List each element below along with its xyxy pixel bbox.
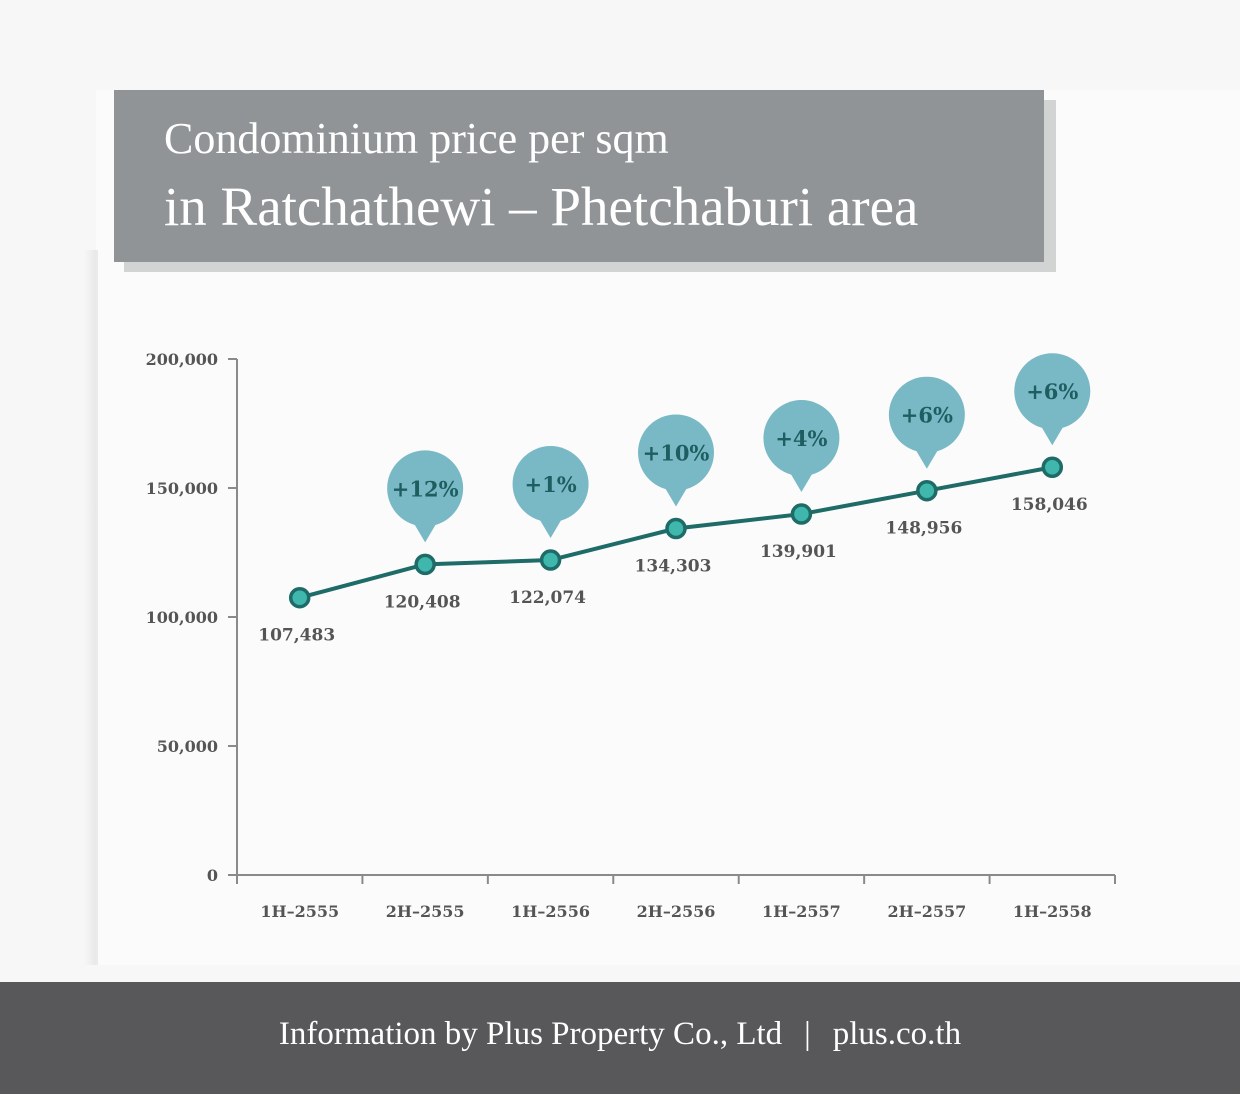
x-tick-label: 2H–2556 <box>637 902 716 921</box>
data-point-marker <box>288 586 311 609</box>
x-tick-label: 2H–2555 <box>386 902 465 921</box>
value-label: 107,483 <box>258 626 335 646</box>
growth-bubble-body <box>387 450 464 527</box>
growth-bubble: +4% <box>763 400 840 493</box>
growth-bubble-body <box>512 446 589 523</box>
footer-website-link[interactable]: plus.co.th <box>832 1016 962 1052</box>
growth-label: +10% <box>643 440 710 465</box>
growth-bubble-pointer <box>537 516 564 539</box>
x-tick-label: 1H–2558 <box>1013 902 1092 921</box>
footer-separator: | <box>804 1016 811 1052</box>
growth-label: +6% <box>901 403 953 428</box>
value-label: 120,408 <box>384 592 461 612</box>
growth-bubble-pointer <box>412 520 439 543</box>
data-point-marker <box>1041 456 1064 478</box>
growth-bubble-body <box>638 414 714 491</box>
x-tick-label: 2H–2557 <box>887 902 966 921</box>
chart-title-line-1: Condominium price per sqm <box>164 114 669 163</box>
growth-bubbles: +12% +1% +10% +4% +6% +6% <box>387 353 1091 543</box>
growth-bubble: +6% <box>888 376 965 469</box>
chart-title-line-2: in Ratchathewi – Phetchaburi area <box>164 176 919 237</box>
card-shadow <box>84 250 98 965</box>
growth-label: +1% <box>524 472 576 497</box>
x-tick-label: 1H–2555 <box>260 902 339 921</box>
growth-bubble-body <box>1014 353 1091 430</box>
chart-axes: 0 50,000 100,000 150,000 200,000 1H–2555 2H–25… <box>146 350 1116 921</box>
footer-bar <box>0 982 1240 1094</box>
data-point-marker <box>916 479 938 502</box>
growth-bubble: +6% <box>1014 353 1091 446</box>
growth-label: +6% <box>1026 379 1078 404</box>
growth-bubble-body <box>888 376 965 453</box>
data-point-marker <box>539 549 562 571</box>
value-label: 139,901 <box>760 542 837 562</box>
data-point-marker <box>790 503 813 525</box>
growth-bubble-pointer <box>788 470 815 493</box>
x-tick-label: 1H–2556 <box>511 902 590 921</box>
y-tick-label: 0 <box>207 866 218 885</box>
value-labels: 107,483 120,408 122,074 134,303 139,901 148,9… <box>258 495 1087 645</box>
data-points <box>288 456 1064 609</box>
data-point-marker <box>414 553 436 576</box>
value-label: 122,074 <box>509 588 586 608</box>
y-tick-label: 50,000 <box>157 737 218 756</box>
footer-credit: Information by Plus Property Co., Ltd <box>278 1016 783 1052</box>
growth-bubble-pointer <box>1039 423 1066 446</box>
growth-label: +12% <box>392 476 459 501</box>
growth-bubble: +10% <box>638 414 714 507</box>
y-tick-label: 150,000 <box>146 479 218 498</box>
growth-label: +4% <box>775 426 827 451</box>
value-label: 158,046 <box>1011 495 1088 515</box>
value-label: 134,303 <box>635 556 712 576</box>
footer-credit-line: Information by Plus Property Co., Ltd | pl… <box>0 1016 1240 1053</box>
value-label: 148,956 <box>885 519 962 539</box>
y-tick-label: 100,000 <box>146 608 218 627</box>
growth-bubble-pointer <box>913 446 940 469</box>
x-tick-label: 1H–2557 <box>762 902 841 921</box>
growth-bubble-pointer <box>663 484 689 507</box>
growth-bubble: +12% <box>387 450 464 543</box>
y-tick-label: 200,000 <box>146 350 218 369</box>
data-point-marker <box>665 517 687 540</box>
growth-bubble-body <box>763 400 840 477</box>
title-banner <box>114 90 1044 262</box>
growth-bubble: +1% <box>512 446 589 539</box>
